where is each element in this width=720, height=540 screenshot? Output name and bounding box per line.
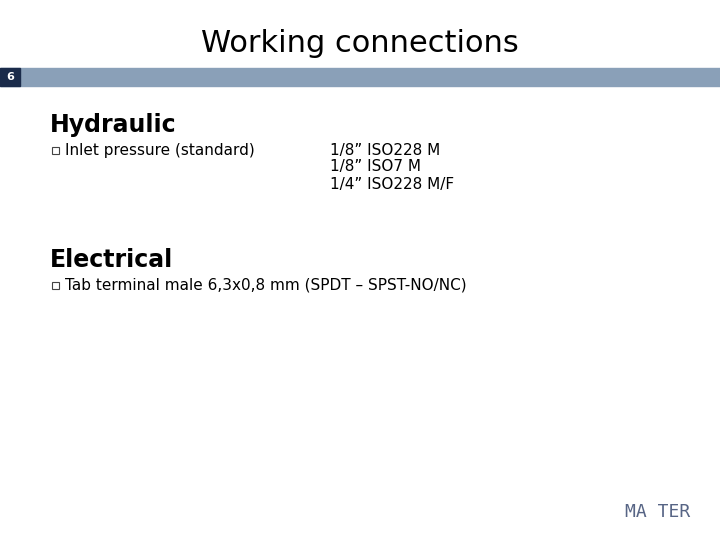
Text: 1/8” ISO7 M: 1/8” ISO7 M bbox=[330, 159, 421, 174]
Text: Tab terminal male 6,3x0,8 mm (SPDT – SPST-NO/NC): Tab terminal male 6,3x0,8 mm (SPDT – SPS… bbox=[65, 278, 467, 293]
Text: MA TER: MA TER bbox=[625, 503, 690, 521]
Bar bbox=[52, 146, 59, 153]
Text: Hydraulic: Hydraulic bbox=[50, 113, 176, 137]
Bar bbox=[0, 68, 20, 86]
Text: 1/8” ISO228 M: 1/8” ISO228 M bbox=[330, 143, 440, 158]
Bar bbox=[52, 281, 59, 288]
Text: Electrical: Electrical bbox=[50, 248, 174, 272]
Bar bbox=[0, 68, 720, 86]
Text: Working connections: Working connections bbox=[201, 29, 519, 57]
Text: 6: 6 bbox=[6, 72, 14, 82]
Text: Inlet pressure (standard): Inlet pressure (standard) bbox=[65, 143, 255, 158]
Text: 1/4” ISO228 M/F: 1/4” ISO228 M/F bbox=[330, 177, 454, 192]
